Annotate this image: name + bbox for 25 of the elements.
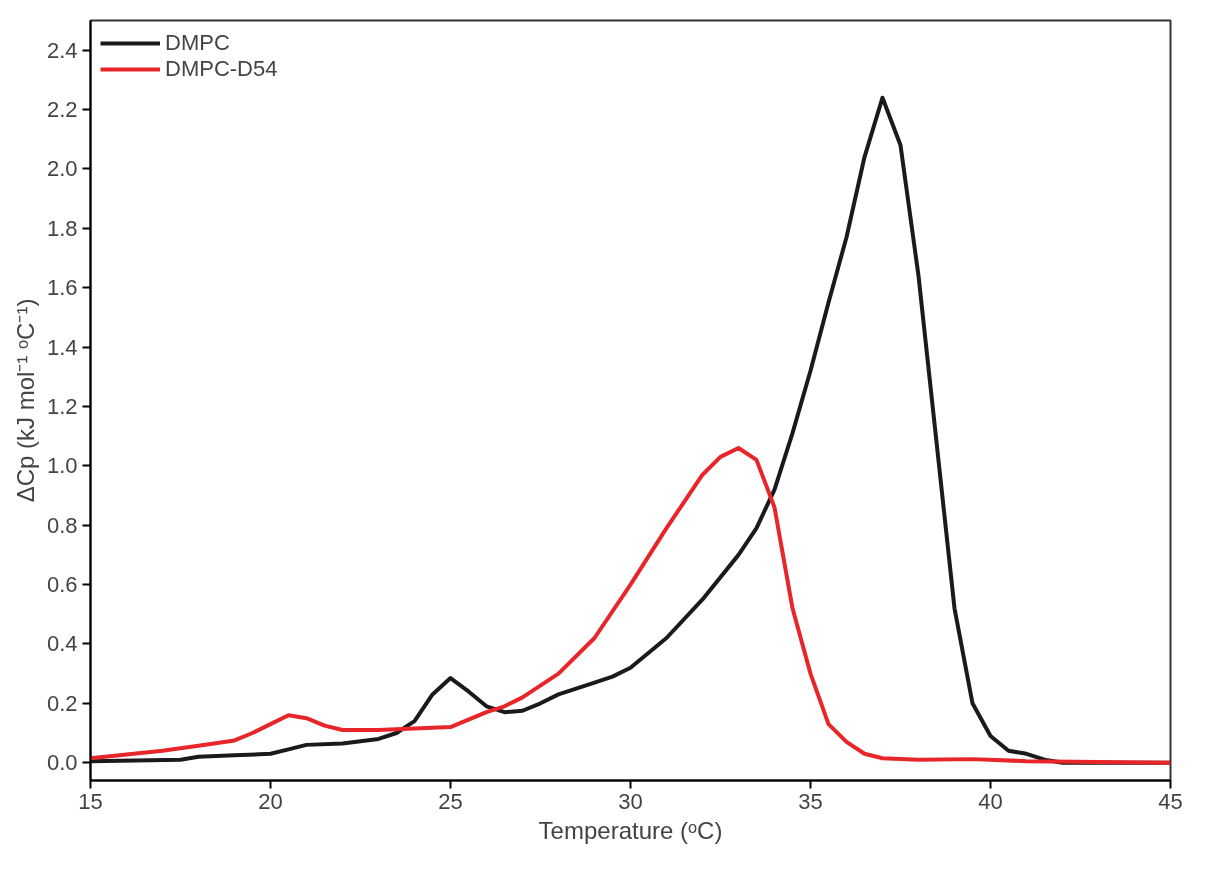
y-tick-label: 1.6: [46, 275, 78, 301]
y-tick-label: 0.8: [46, 512, 78, 538]
line-series: [90, 446, 1171, 765]
x-tick-label: 20: [258, 788, 283, 814]
y-tick-label: 2.2: [46, 97, 78, 123]
x-tick-label: 30: [618, 788, 643, 814]
y-tick-label: 2.4: [46, 37, 78, 63]
y-tick-label: 0.0: [46, 750, 78, 776]
y-tick-label: 1.2: [46, 393, 78, 419]
x-tick-label: 45: [1158, 788, 1183, 814]
legend-label: DMPC-D54: [165, 56, 278, 82]
x-axis-title: Temperature (ᵒC): [538, 816, 723, 844]
legend-label: DMPC: [165, 30, 230, 56]
x-tick-label: 15: [78, 788, 103, 814]
y-tick-label: 0.2: [46, 690, 78, 716]
x-tick-label: 25: [438, 788, 463, 814]
x-tick-label: 35: [798, 788, 823, 814]
y-tick-label: 1.4: [46, 334, 78, 360]
y-tick-label: 1.8: [46, 215, 78, 241]
y-axis-title: ΔCp (kJ mol⁻¹ ᵒC⁻¹): [11, 298, 39, 503]
y-tick-label: 2.0: [46, 156, 78, 182]
y-tick-label: 1.0: [46, 453, 78, 479]
x-tick-label: 40: [978, 788, 1003, 814]
y-tick-label: 0.4: [46, 631, 78, 657]
y-tick-label: 0.6: [46, 572, 78, 598]
